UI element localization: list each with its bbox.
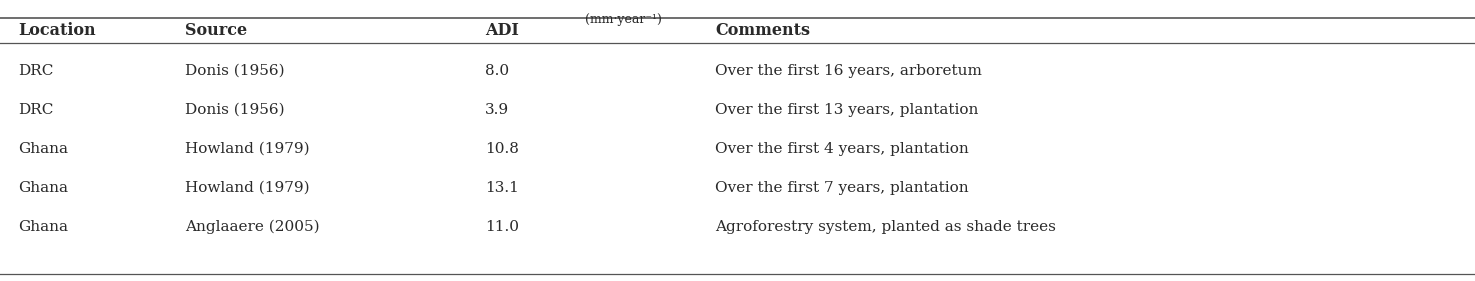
Text: 8.0: 8.0	[485, 64, 509, 78]
Text: DRC: DRC	[18, 64, 53, 78]
Text: ADI: ADI	[485, 22, 519, 38]
Text: DRC: DRC	[18, 103, 53, 117]
Text: Ghana: Ghana	[18, 181, 68, 195]
Text: Howland (1979): Howland (1979)	[184, 142, 310, 156]
Text: Over the first 7 years, plantation: Over the first 7 years, plantation	[715, 181, 969, 195]
Text: Over the first 13 years, plantation: Over the first 13 years, plantation	[715, 103, 978, 117]
Text: (mm·year⁻¹): (mm·year⁻¹)	[586, 13, 662, 26]
Text: Agroforestry system, planted as shade trees: Agroforestry system, planted as shade tr…	[715, 220, 1056, 234]
Text: 10.8: 10.8	[485, 142, 519, 156]
Text: Location: Location	[18, 22, 96, 38]
Text: Ghana: Ghana	[18, 220, 68, 234]
Text: Howland (1979): Howland (1979)	[184, 181, 310, 195]
Text: Donis (1956): Donis (1956)	[184, 103, 285, 117]
Text: 3.9: 3.9	[485, 103, 509, 117]
Text: Comments: Comments	[715, 22, 810, 38]
Text: 13.1: 13.1	[485, 181, 519, 195]
Text: Source: Source	[184, 22, 248, 38]
Text: Over the first 4 years, plantation: Over the first 4 years, plantation	[715, 142, 969, 156]
Text: 11.0: 11.0	[485, 220, 519, 234]
Text: Over the first 16 years, arboretum: Over the first 16 years, arboretum	[715, 64, 982, 78]
Text: Anglaaere (2005): Anglaaere (2005)	[184, 220, 320, 234]
Text: Ghana: Ghana	[18, 142, 68, 156]
Text: Donis (1956): Donis (1956)	[184, 64, 285, 78]
